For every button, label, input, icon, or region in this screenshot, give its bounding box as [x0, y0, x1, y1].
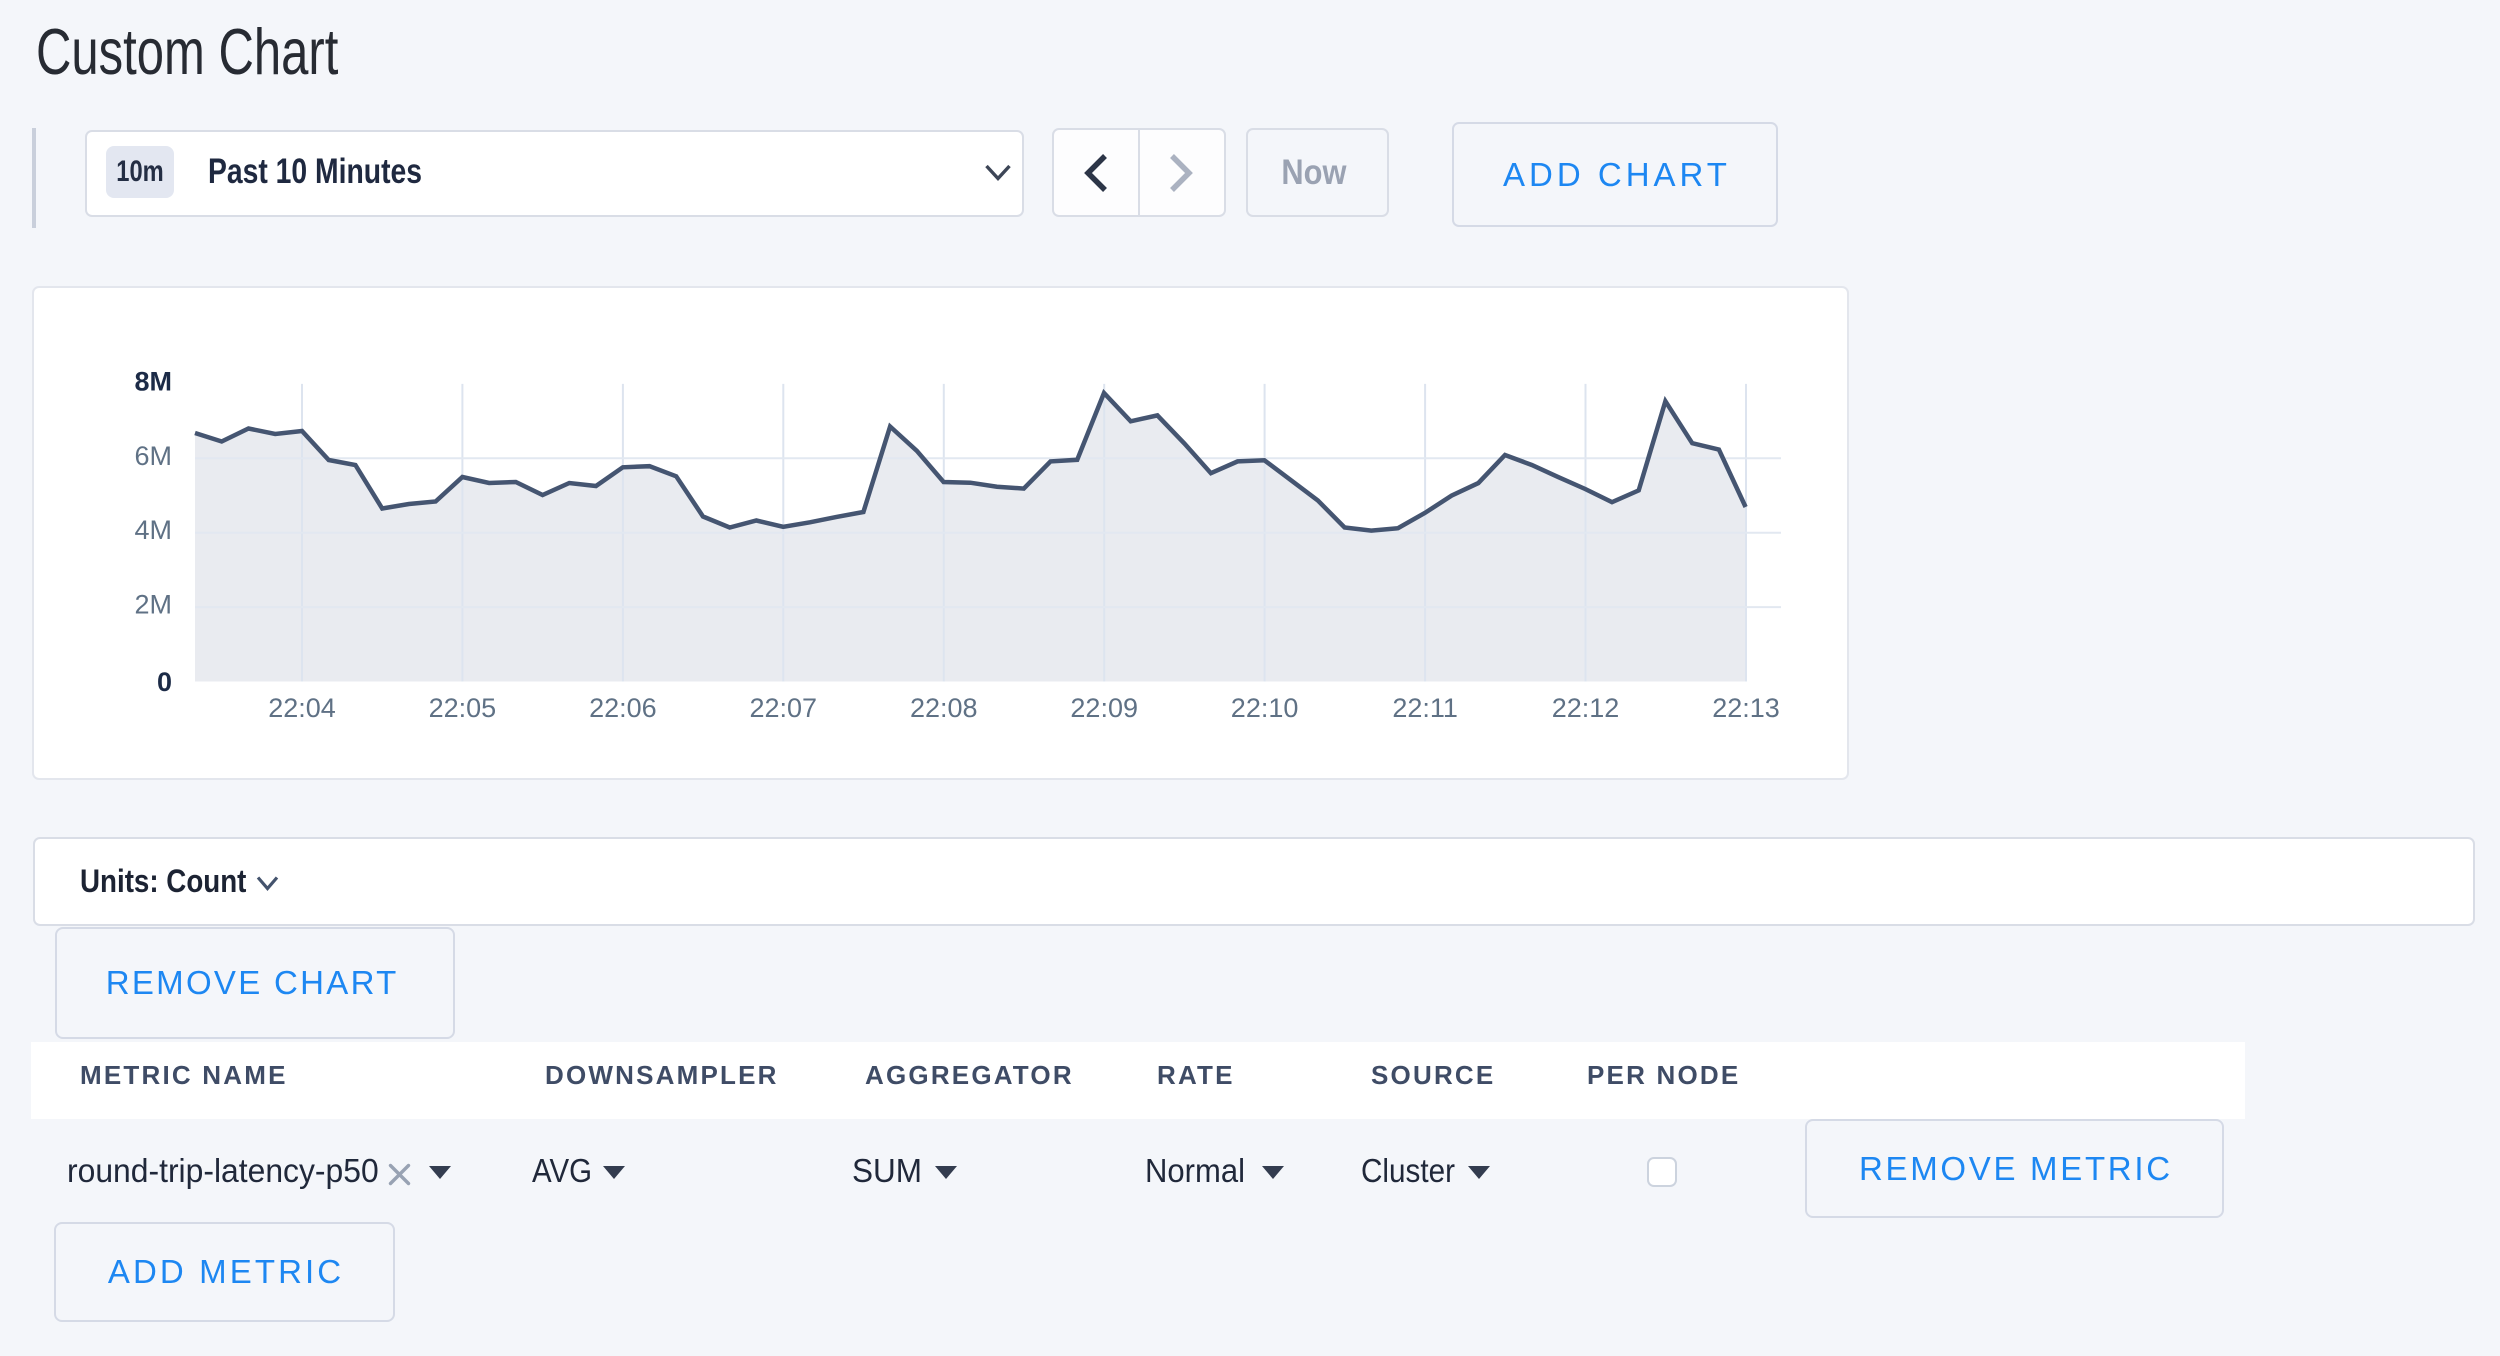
svg-text:22:13: 22:13 — [1712, 693, 1780, 723]
svg-text:22:10: 22:10 — [1231, 693, 1299, 723]
svg-text:22:07: 22:07 — [750, 693, 818, 723]
svg-text:22:11: 22:11 — [1392, 693, 1458, 723]
svg-text:8M: 8M — [134, 366, 172, 396]
svg-text:22:04: 22:04 — [268, 693, 336, 723]
svg-text:6M: 6M — [134, 441, 172, 471]
svg-text:2M: 2M — [134, 590, 172, 620]
svg-text:22:08: 22:08 — [910, 693, 978, 723]
svg-text:22:12: 22:12 — [1552, 693, 1620, 723]
svg-text:4M: 4M — [134, 515, 172, 545]
svg-text:0: 0 — [157, 667, 172, 697]
svg-text:22:05: 22:05 — [429, 693, 497, 723]
svg-text:22:06: 22:06 — [589, 693, 657, 723]
svg-text:22:09: 22:09 — [1070, 693, 1138, 723]
